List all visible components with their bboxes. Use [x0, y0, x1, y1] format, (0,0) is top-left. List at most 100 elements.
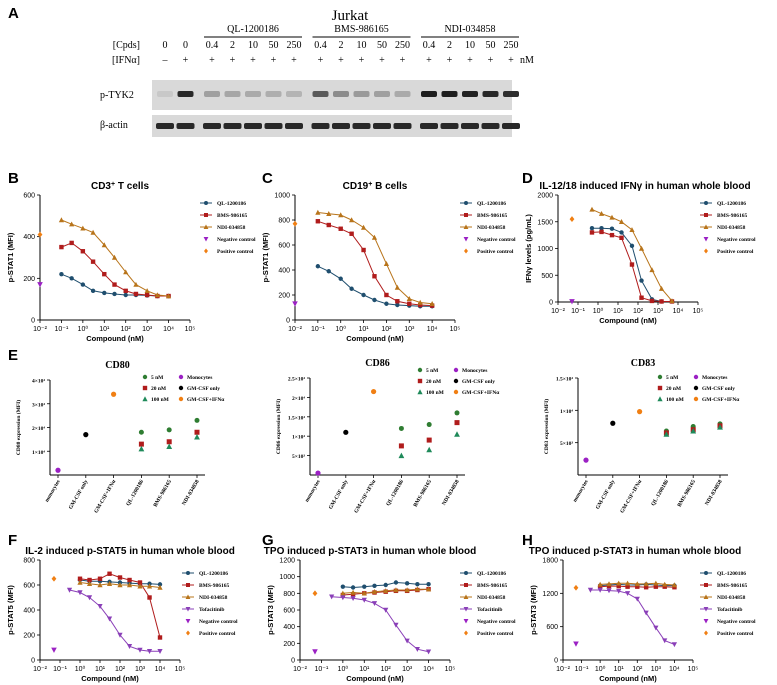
- legend-marker: [185, 619, 191, 624]
- data-point: [349, 286, 354, 291]
- control-point: [312, 649, 318, 655]
- data-point: [315, 209, 321, 215]
- x-tick-label: BMS-986165: [677, 479, 697, 508]
- y-tick-label: 400: [283, 624, 295, 631]
- data-point: [360, 224, 367, 230]
- data-point: [671, 582, 678, 588]
- ifn-sign: +: [508, 55, 514, 66]
- x-tick-label: 10²: [115, 666, 126, 673]
- conc-label: 10: [357, 40, 367, 51]
- series-line: [331, 596, 429, 653]
- data-point: [589, 206, 595, 212]
- data-point: [425, 649, 432, 655]
- y-tick-label: 1200: [279, 558, 295, 565]
- legend-marker: [464, 201, 468, 205]
- legend-marker: [657, 385, 663, 391]
- legend-marker: [142, 396, 148, 402]
- ifn-sign: +: [338, 55, 344, 66]
- series-line: [69, 589, 160, 652]
- ptyk2-band: [157, 91, 173, 97]
- legend-label: GM-CSF only: [462, 379, 495, 385]
- data-point: [662, 584, 667, 589]
- x-tick-label: QL-1200186: [125, 479, 145, 507]
- x-tick-label: BMS-986165: [153, 479, 173, 508]
- y-tick-label: 1.5×10⁴: [288, 415, 306, 421]
- conc-label: 0.4: [314, 40, 327, 51]
- legend-marker: [204, 213, 208, 217]
- ptyk2-band: [374, 91, 390, 97]
- data-point: [106, 616, 113, 622]
- ptyk2-band: [503, 91, 519, 97]
- panel-letter-f: F: [8, 532, 17, 549]
- legend-marker: [704, 583, 708, 587]
- data-point: [147, 595, 152, 600]
- data-point: [609, 214, 615, 220]
- legend-marker: [453, 367, 459, 373]
- legend-marker: [142, 374, 148, 380]
- legend-label: Negative control: [217, 237, 256, 243]
- x-tick-label: 10⁰: [338, 665, 349, 673]
- data-point: [629, 227, 635, 232]
- data-point: [117, 575, 123, 580]
- y-tick-label: 400: [278, 268, 290, 275]
- data-point: [417, 302, 423, 308]
- chart-h: TPO induced p-STAT3 in human whole blood…: [529, 546, 756, 683]
- x-tick-label: 10⁵: [688, 666, 699, 673]
- data-point: [407, 301, 412, 306]
- data-point: [326, 211, 332, 216]
- actin-band: [420, 123, 438, 129]
- data-point: [86, 581, 93, 586]
- legend-label: NDI-034858: [477, 225, 506, 231]
- legend-marker: [453, 378, 459, 384]
- data-point: [97, 582, 103, 588]
- x-tick-label: NDI-034858: [441, 479, 461, 507]
- data-point: [637, 409, 643, 415]
- series-line: [61, 242, 169, 297]
- data-point: [112, 291, 117, 297]
- data-point: [426, 446, 433, 453]
- chart-title: TPO induced p-STAT3 in human whole blood: [264, 546, 476, 557]
- x-tick-label: monocytes: [44, 479, 62, 503]
- conc-label: 10: [465, 40, 475, 51]
- x-tick-label: monocytes: [304, 479, 322, 503]
- y-tick-label: 2000: [537, 193, 553, 200]
- actin-band: [223, 123, 242, 129]
- data-point: [371, 234, 378, 240]
- control-point: [573, 641, 579, 647]
- data-point: [690, 428, 697, 434]
- legend-marker: [186, 571, 190, 575]
- data-point: [138, 445, 145, 452]
- data-point: [643, 610, 649, 616]
- legend-label: QL-1200186: [717, 201, 746, 207]
- legend-label: QL-1200186: [217, 201, 246, 207]
- legend-label: BMS-986165: [477, 213, 508, 219]
- chart-b: CD3+ T cells 0 200 400 600 10⁻² 10⁻¹ 10⁰ 10¹ 10² 1…: [6, 181, 256, 344]
- legend-marker: [453, 389, 459, 395]
- data-point: [616, 583, 621, 589]
- data-point: [315, 470, 321, 476]
- legend-marker: [657, 374, 663, 380]
- data-point: [340, 590, 346, 596]
- data-point: [672, 585, 677, 590]
- data-point: [343, 429, 349, 435]
- y-tick-label: 1800: [542, 558, 558, 565]
- control-point: [51, 575, 57, 582]
- actin-band: [203, 123, 221, 129]
- y-tick-label: 3×10⁴: [32, 402, 45, 408]
- legend-marker: [178, 385, 184, 391]
- data-point: [629, 262, 635, 267]
- data-point: [97, 604, 103, 609]
- data-point: [315, 219, 321, 224]
- data-point: [610, 420, 616, 426]
- x-tick-label: 10⁵: [175, 666, 186, 673]
- series-line: [590, 589, 675, 645]
- y-tick-label: 0: [286, 318, 290, 325]
- legend-label: Negative control: [199, 619, 238, 625]
- data-point: [625, 584, 630, 589]
- data-point: [69, 240, 74, 246]
- legend-marker: [417, 389, 423, 395]
- y-tick-label: 1×10⁴: [292, 435, 305, 441]
- legend-label: 5 nM: [151, 375, 164, 381]
- data-point: [429, 301, 435, 306]
- data-point: [597, 584, 603, 589]
